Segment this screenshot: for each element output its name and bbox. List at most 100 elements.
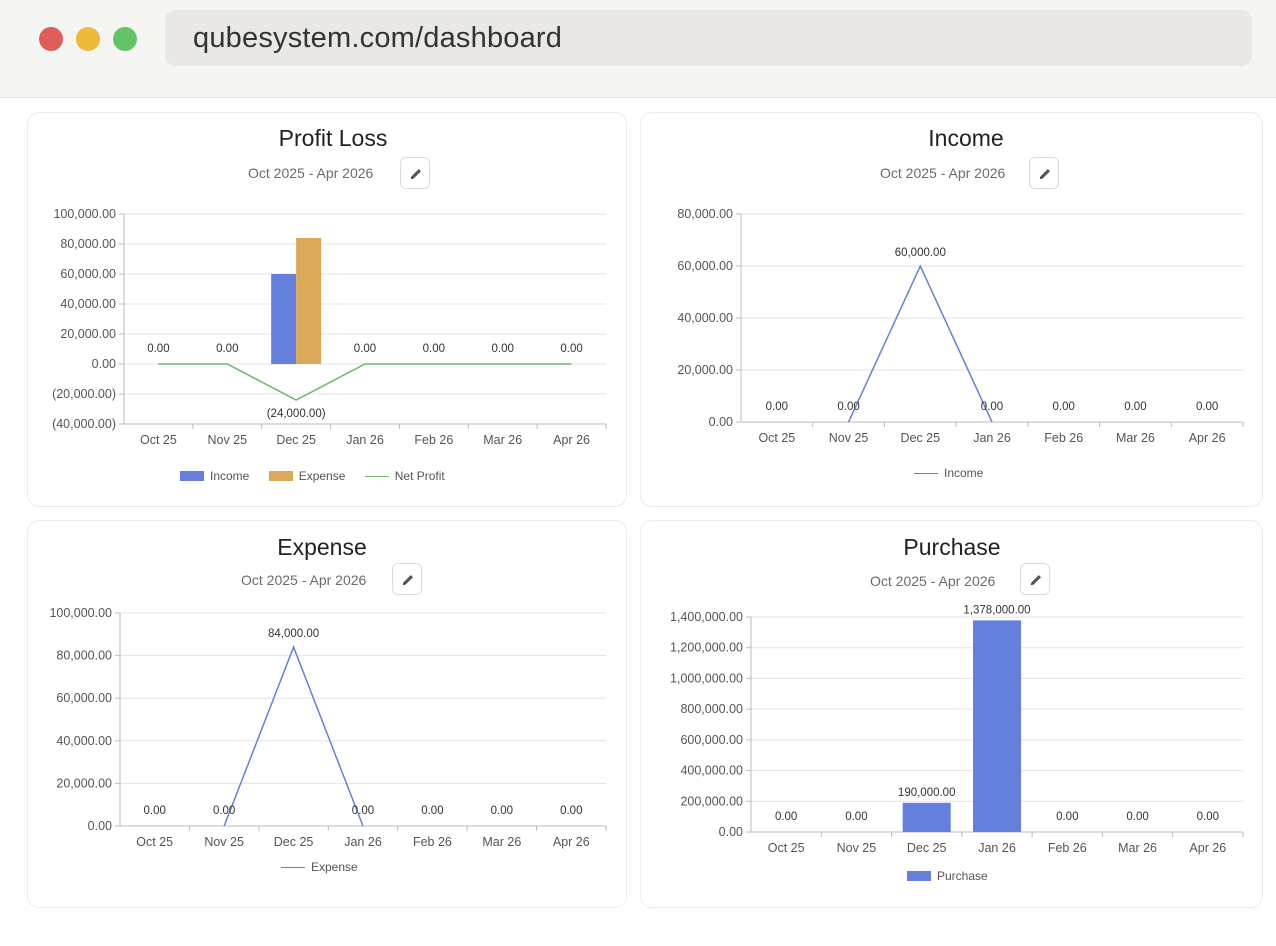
net-profit-line[interactable] <box>158 363 572 401</box>
data-label: 1,378,000.00 <box>963 604 1030 616</box>
data-label: 0.00 <box>560 805 582 817</box>
income-line[interactable] <box>847 264 993 423</box>
chart-legend: Income <box>914 466 983 480</box>
y-tick-label: 80,000.00 <box>677 207 733 221</box>
data-label: 0.00 <box>981 401 1003 413</box>
y-tick-label: 1,200,000.00 <box>670 641 743 655</box>
x-tick-label: Oct 25 <box>768 841 805 855</box>
legend-label: Expense <box>298 469 346 483</box>
x-tick-label: Nov 25 <box>829 431 869 445</box>
pencil-icon <box>403 575 413 585</box>
x-tick-label: Mar 26 <box>1116 431 1155 445</box>
pencil-icon <box>1031 575 1041 585</box>
y-tick-label: 800,000.00 <box>680 702 743 716</box>
y-tick-label: 0.00 <box>719 825 743 839</box>
y-tick-label: 40,000.00 <box>60 297 116 311</box>
legend-swatch <box>907 871 931 881</box>
data-label: 0.00 <box>421 805 443 817</box>
data-label: (24,000.00) <box>267 408 326 420</box>
edit-button[interactable] <box>1029 157 1059 189</box>
data-label: 0.00 <box>147 343 169 355</box>
card-title: Profit Loss <box>278 125 388 151</box>
legend-swatch <box>281 867 305 868</box>
close-window-button[interactable] <box>39 27 63 51</box>
income-chart: 80,000.00 60,000.00 40,000.00 20,000.00 0.00… <box>677 207 1244 445</box>
data-label: 0.00 <box>1056 811 1078 823</box>
url-text: qubesystem.com/dashboard <box>193 22 563 54</box>
y-tick-label: 0.00 <box>88 819 112 833</box>
y-tick-label: 40,000.00 <box>677 311 733 325</box>
y-tick-label: 80,000.00 <box>56 649 112 663</box>
card-title: Purchase <box>903 534 1001 560</box>
legend-item-net-profit[interactable]: Net Profit <box>364 469 445 483</box>
x-tick-label: Nov 25 <box>837 841 877 855</box>
legend-label: Net Profit <box>394 469 445 483</box>
profit-loss-card: 100,000.00 80,000.00 60,000.00 40,000.00 20,… <box>27 112 627 507</box>
legend-swatch <box>268 471 293 481</box>
card-period: Oct 2025 - Apr 2026 <box>241 572 367 588</box>
expense-card: 100,000.00 80,000.00 60,000.00 40,000.00 20,… <box>27 520 627 908</box>
y-tick-label: 600,000.00 <box>680 733 743 747</box>
data-label: 0.00 <box>766 401 788 413</box>
y-tick-label: 100,000.00 <box>49 606 112 620</box>
data-label: 0.00 <box>837 401 859 413</box>
x-tick-label: Mar 26 <box>1118 841 1157 855</box>
expense-line[interactable] <box>223 645 364 827</box>
data-label: 0.00 <box>216 343 238 355</box>
x-tick-label: Apr 26 <box>1189 431 1226 445</box>
minimize-window-button[interactable] <box>76 27 100 51</box>
data-label: 190,000.00 <box>898 787 956 799</box>
data-label: 0.00 <box>1053 401 1075 413</box>
x-tick-label: Jan 26 <box>973 431 1011 445</box>
legend-item-purchase[interactable]: Purchase <box>907 869 988 883</box>
legend-item-income[interactable]: Income <box>914 466 983 480</box>
data-label: 0.00 <box>1197 811 1219 823</box>
maximize-window-button[interactable] <box>113 27 137 51</box>
legend-item-expense[interactable]: Expense <box>268 469 346 483</box>
x-tick-label: Apr 26 <box>553 835 590 849</box>
address-bar[interactable]: qubesystem.com/dashboard <box>165 10 1252 66</box>
bar-purchase[interactable] <box>973 620 1021 832</box>
y-tick-label: 80,000.00 <box>60 237 116 251</box>
chart-legend: Expense <box>281 860 358 874</box>
data-label: 0.00 <box>213 805 235 817</box>
bar-income[interactable] <box>271 274 297 364</box>
x-tick-label: Mar 26 <box>483 433 522 447</box>
legend-item-income[interactable]: Income <box>180 469 249 483</box>
edit-button[interactable] <box>392 563 422 595</box>
legend-swatch <box>364 476 389 477</box>
expense-chart: 100,000.00 80,000.00 60,000.00 40,000.00 20,… <box>49 606 607 849</box>
income-card: 80,000.00 60,000.00 40,000.00 20,000.00 0.00… <box>640 112 1263 507</box>
data-label: 0.00 <box>491 805 513 817</box>
x-tick-label: Oct 25 <box>136 835 173 849</box>
legend-label: Income <box>210 469 250 483</box>
card-period: Oct 2025 - Apr 2026 <box>248 165 374 181</box>
profit-loss-chart: 100,000.00 80,000.00 60,000.00 40,000.00 20,… <box>52 207 607 447</box>
data-label: 0.00 <box>354 343 376 355</box>
y-tick-label: (40,000.00) <box>52 417 116 431</box>
data-label: 0.00 <box>492 343 514 355</box>
y-tick-label: 1,000,000.00 <box>670 671 743 685</box>
card-title: Expense <box>277 534 367 560</box>
purchase-card: 1,400,000.00 1,200,000.00 1,000,000.00 800,… <box>640 520 1263 908</box>
y-tick-label: 0.00 <box>92 357 116 371</box>
y-tick-label: 200,000.00 <box>680 794 743 808</box>
legend-item-expense[interactable]: Expense <box>281 860 358 874</box>
data-label: 0.00 <box>845 811 867 823</box>
x-tick-label: Feb 26 <box>1044 431 1083 445</box>
edit-button[interactable] <box>400 157 430 189</box>
y-tick-label: 1,400,000.00 <box>670 610 743 624</box>
bar-purchase[interactable] <box>902 802 951 832</box>
edit-button[interactable] <box>1020 563 1050 595</box>
y-tick-label: 40,000.00 <box>56 734 112 748</box>
dashboard-content: 100,000.00 80,000.00 60,000.00 40,000.00 20,… <box>0 98 1276 946</box>
card-title: Income <box>928 125 1004 151</box>
card-period: Oct 2025 - Apr 2026 <box>880 165 1006 181</box>
bar-expense[interactable] <box>296 238 322 364</box>
purchase-chart: 1,400,000.00 1,200,000.00 1,000,000.00 800,… <box>670 604 1244 855</box>
data-label: 0.00 <box>1124 401 1146 413</box>
pencil-icon <box>411 169 421 179</box>
data-label: 84,000.00 <box>268 628 319 640</box>
x-tick-label: Dec 25 <box>900 431 940 445</box>
legend-swatch <box>914 473 938 474</box>
